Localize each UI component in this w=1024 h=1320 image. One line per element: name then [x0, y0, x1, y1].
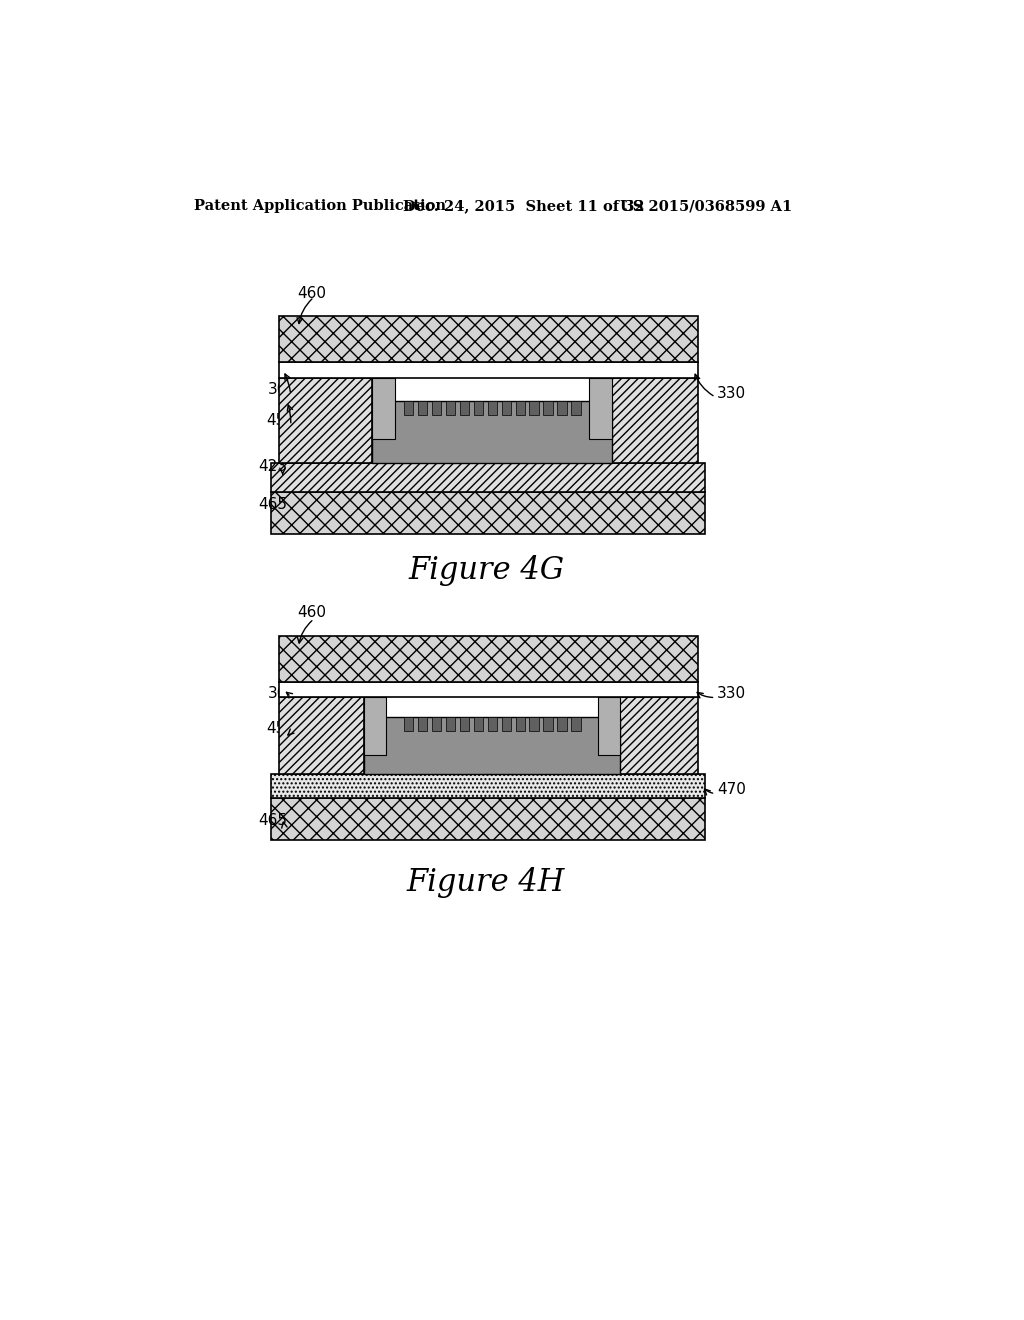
- Bar: [445, 717, 455, 730]
- Text: 330: 330: [717, 385, 746, 401]
- Text: 465: 465: [258, 498, 287, 512]
- Bar: [589, 378, 612, 440]
- Text: 330: 330: [717, 686, 746, 701]
- Bar: [271, 775, 706, 797]
- Bar: [529, 401, 539, 414]
- Bar: [460, 401, 469, 414]
- Bar: [280, 682, 697, 697]
- Bar: [460, 717, 469, 730]
- Bar: [271, 492, 706, 535]
- Bar: [612, 378, 697, 462]
- Bar: [571, 717, 581, 730]
- Bar: [365, 697, 386, 755]
- Text: 300: 300: [267, 381, 297, 397]
- Text: Patent Application Publication: Patent Application Publication: [194, 199, 445, 213]
- Bar: [487, 717, 497, 730]
- Bar: [403, 401, 414, 414]
- Bar: [280, 697, 365, 775]
- Bar: [280, 636, 697, 682]
- Text: Figure 4G: Figure 4G: [408, 554, 564, 586]
- Bar: [403, 717, 414, 730]
- Bar: [544, 401, 553, 414]
- Text: 300: 300: [267, 686, 297, 701]
- Bar: [271, 797, 706, 840]
- Bar: [529, 717, 539, 730]
- Bar: [280, 378, 372, 462]
- Bar: [271, 462, 706, 492]
- Bar: [280, 317, 697, 363]
- Bar: [487, 401, 497, 414]
- Bar: [544, 717, 553, 730]
- Bar: [432, 717, 441, 730]
- Text: US 2015/0368599 A1: US 2015/0368599 A1: [621, 199, 793, 213]
- Text: 450: 450: [266, 721, 295, 735]
- Bar: [418, 401, 427, 414]
- Bar: [280, 363, 697, 378]
- Bar: [502, 717, 511, 730]
- Bar: [502, 401, 511, 414]
- Text: 465: 465: [258, 813, 287, 828]
- Bar: [515, 401, 524, 414]
- Text: 450: 450: [266, 413, 295, 428]
- Text: 470: 470: [717, 783, 745, 797]
- Text: 460: 460: [297, 605, 326, 620]
- Bar: [432, 401, 441, 414]
- Bar: [515, 717, 524, 730]
- Bar: [372, 401, 612, 462]
- Bar: [474, 717, 483, 730]
- Text: Dec. 24, 2015  Sheet 11 of 32: Dec. 24, 2015 Sheet 11 of 32: [403, 199, 645, 213]
- Bar: [372, 378, 395, 440]
- Bar: [557, 401, 566, 414]
- Bar: [571, 401, 581, 414]
- Bar: [445, 401, 455, 414]
- Bar: [557, 717, 566, 730]
- Bar: [365, 717, 621, 775]
- Bar: [474, 401, 483, 414]
- Text: 423: 423: [258, 459, 287, 474]
- Text: Figure 4H: Figure 4H: [407, 867, 565, 898]
- Bar: [598, 697, 621, 755]
- Bar: [621, 697, 697, 775]
- Text: 460: 460: [297, 285, 326, 301]
- Bar: [418, 717, 427, 730]
